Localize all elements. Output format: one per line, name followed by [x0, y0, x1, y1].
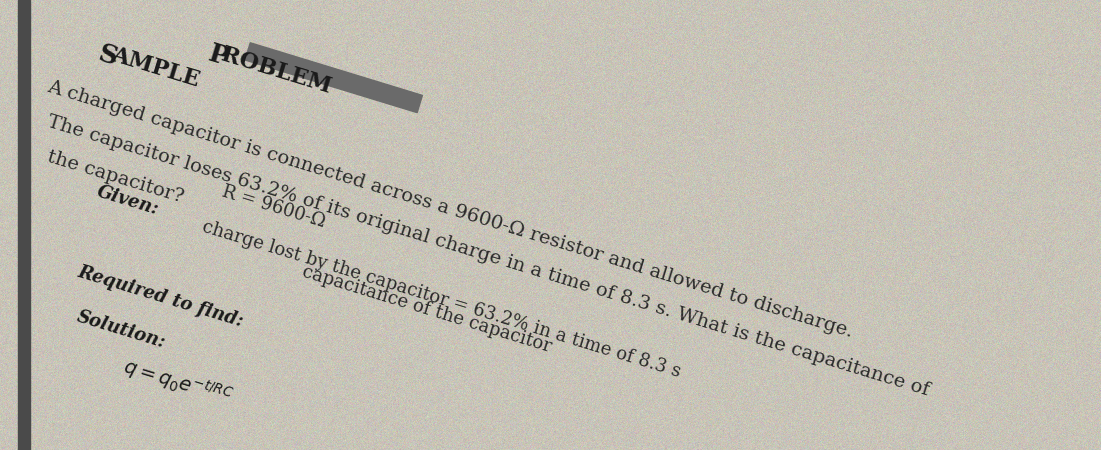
- Text: ROBLEM: ROBLEM: [219, 44, 335, 98]
- Text: the capacitor?: the capacitor?: [45, 148, 186, 207]
- Text: Required to find:: Required to find:: [75, 263, 246, 330]
- Bar: [18, 0, 30, 450]
- Text: S: S: [95, 41, 121, 71]
- Text: charge lost by the capacitor = 63.2% in a time of 8.3 s: charge lost by the capacitor = 63.2% in …: [200, 218, 683, 381]
- Text: $q = q_0e^{-t/RC}$: $q = q_0e^{-t/RC}$: [120, 353, 236, 411]
- Text: R = 9600-Ω: R = 9600-Ω: [220, 183, 328, 231]
- Text: Given:: Given:: [95, 183, 162, 219]
- Text: P: P: [205, 41, 231, 71]
- Text: capacitance of the capacitor: capacitance of the capacitor: [299, 263, 554, 356]
- Text: AMPLE: AMPLE: [109, 44, 210, 94]
- Text: A charged capacitor is connected across a 9600-Ω resistor and allowed to dischar: A charged capacitor is connected across …: [45, 78, 855, 341]
- Text: The capacitor loses 63.2% of its original charge in a time of 8.3 s. What is the: The capacitor loses 63.2% of its origina…: [45, 113, 931, 400]
- Bar: [246, 43, 423, 112]
- Text: Solution:: Solution:: [75, 308, 168, 352]
